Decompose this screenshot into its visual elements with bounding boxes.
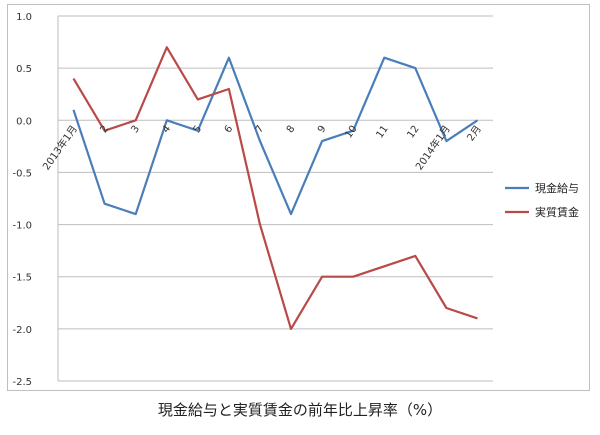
x-tick-label: 7 [254,124,267,136]
y-tick-label: 1.0 [16,12,32,23]
y-tick-label: -2.0 [12,325,32,336]
y-tick-label: -2.5 [12,377,32,388]
x-tick-label: 10 [343,124,359,141]
x-tick-label: 11 [374,124,390,141]
x-tick-label: 3 [129,124,142,136]
y-axis-ticks: 1.0 0.5 0.0 -0.5 -1.0 -1.5 -2.0 -2.5 [12,12,32,388]
x-tick-label: 9 [316,124,329,136]
chart-caption: 現金給与と実質賃金の前年比上昇率（%） [157,401,443,419]
x-tick-label: 12 [405,124,421,141]
y-tick-label: -1.5 [12,273,32,284]
y-tick-label: -1.0 [12,221,32,232]
legend-label: 実質賃金 [535,205,579,219]
x-tick-label: 6 [223,124,236,136]
chart-frame: 1.0 0.5 0.0 -0.5 -1.0 -1.5 -2.0 -2.5 2013年1月 2 3 4… [7,4,590,391]
x-tick-label: 8 [285,124,298,136]
line-chart: 1.0 0.5 0.0 -0.5 -1.0 -1.5 -2.0 -2.5 2013年1月 2 3 4… [12,12,579,388]
y-tick-label: 0.0 [16,116,32,127]
series-lines [72,46,479,330]
x-tick-label: 2 [98,124,111,136]
x-tick-label: 4 [161,124,174,136]
x-tick-label: 2013年1月 [40,123,80,173]
y-tick-label: -0.5 [12,168,32,179]
series-line-2 [72,46,478,330]
x-tick-label: 5 [192,124,205,136]
legend-label: 現金給与 [535,181,579,195]
y-tick-label: 0.5 [16,64,32,75]
gridlines [57,15,493,382]
series-line-1 [72,56,479,216]
